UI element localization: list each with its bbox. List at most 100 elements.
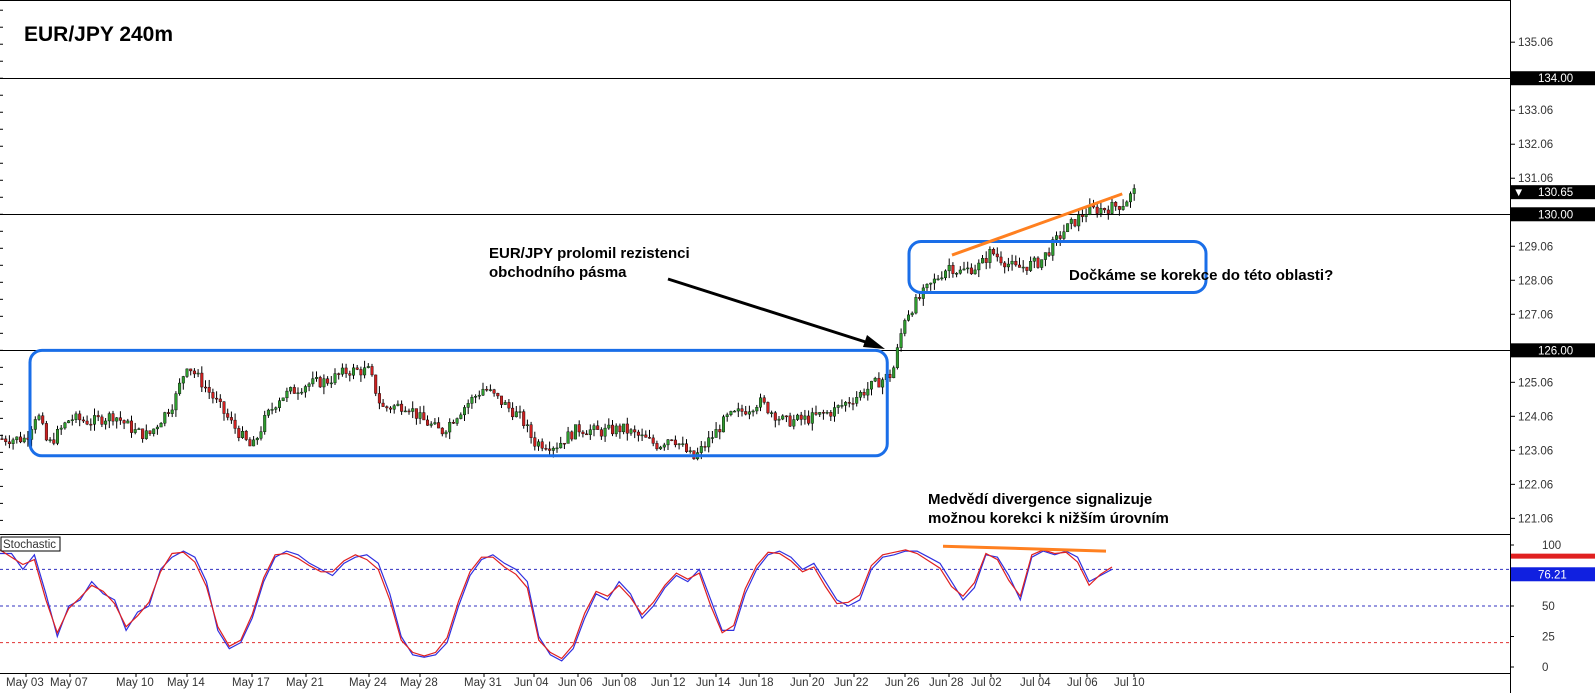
candle-body	[222, 401, 226, 414]
candle-body	[126, 420, 130, 424]
date-tick-label: Jun 14	[696, 677, 731, 689]
date-tick-label: Jul 02	[971, 677, 1002, 689]
candle-body	[1110, 202, 1114, 214]
candle-body	[318, 377, 322, 388]
candle-body	[1003, 262, 1007, 268]
price-tick-label: 132.06	[1518, 139, 1553, 151]
candle-body	[548, 448, 552, 451]
candle-body	[240, 430, 244, 438]
candle-body	[163, 412, 167, 424]
candle-body	[92, 415, 96, 425]
candle-body	[936, 278, 940, 281]
candle-body	[244, 430, 248, 440]
candle-body	[41, 415, 45, 424]
candle-body	[352, 367, 356, 376]
candle-body	[1106, 209, 1110, 214]
candle-body	[1125, 201, 1129, 207]
candle-body	[485, 388, 489, 391]
date-tick-label: May 03	[6, 677, 44, 689]
date-tick-label: Jun 06	[558, 677, 593, 689]
price-tag-label: 126.00	[1538, 345, 1573, 357]
candle-body	[814, 412, 818, 415]
candle-body	[833, 407, 837, 417]
candle-body	[170, 409, 174, 414]
candle-body	[725, 414, 729, 417]
candle-body	[625, 423, 629, 434]
candle-body	[1040, 259, 1044, 268]
candle-body	[633, 429, 637, 433]
price-tag	[1511, 343, 1595, 358]
candle-body	[599, 429, 603, 437]
candle-body	[377, 393, 381, 404]
candle-body	[185, 368, 189, 377]
stoch-tick-label: 0	[1542, 662, 1548, 674]
candle-body	[141, 428, 145, 439]
candle-body	[581, 431, 585, 435]
candle-body	[218, 398, 222, 402]
candle-body	[48, 439, 52, 441]
candle-body	[237, 428, 241, 438]
candle-body	[518, 411, 522, 413]
price-tick-label: 122.06	[1518, 479, 1553, 491]
candle-body	[522, 411, 526, 426]
candle-body	[807, 415, 811, 424]
candle-body	[1077, 214, 1081, 227]
candle-body	[1006, 263, 1010, 268]
candle-body	[107, 413, 111, 422]
candle-body	[477, 394, 481, 397]
price-tick-label: 129.06	[1518, 241, 1553, 253]
date-tick-label: May 28	[400, 677, 438, 689]
price-tick-label: 123.06	[1518, 445, 1553, 457]
candle-body	[751, 410, 755, 413]
price-tick-label: 128.06	[1518, 275, 1553, 287]
candle-body	[366, 366, 370, 368]
candle-body	[925, 283, 929, 289]
price-tag-label: 130.00	[1538, 209, 1573, 221]
candle-body	[52, 439, 56, 444]
candle-body	[78, 413, 82, 421]
candle-body	[677, 443, 681, 446]
candle-body	[870, 380, 874, 390]
candle-body	[562, 442, 566, 445]
candle-body	[133, 429, 137, 433]
candle-body	[292, 387, 296, 394]
candle-body	[618, 425, 622, 433]
candle-body	[707, 437, 711, 448]
candle-body	[507, 402, 511, 409]
date-tick-label: May 14	[167, 677, 205, 689]
candle-body	[1047, 252, 1051, 256]
candle-body	[178, 382, 182, 394]
candle-body	[544, 448, 548, 450]
candle-body	[596, 425, 600, 430]
candle-body	[962, 268, 966, 271]
candle-body	[326, 378, 330, 384]
candle-body	[673, 439, 677, 446]
date-tick-label: May 17	[232, 677, 270, 689]
candle-body	[429, 423, 433, 426]
candle-body	[895, 347, 899, 368]
candle-body	[1073, 219, 1077, 227]
candle-body	[322, 378, 326, 388]
candle-body	[940, 277, 944, 280]
candle-body	[1121, 206, 1125, 210]
candle-body	[215, 397, 219, 400]
candle-body	[796, 414, 800, 420]
date-tick-label: Jun 20	[790, 677, 825, 689]
candle-body	[444, 431, 448, 435]
candle-body	[770, 412, 774, 414]
chart-title: EUR/JPY 240m	[24, 23, 173, 46]
candle-body	[337, 373, 341, 375]
candle-body	[470, 397, 474, 404]
candle-body	[270, 409, 274, 411]
candle-body	[274, 407, 278, 410]
candle-body	[1066, 223, 1070, 233]
candle-body	[255, 438, 259, 441]
candle-body	[777, 418, 781, 421]
candle-body	[426, 419, 430, 426]
candle-body	[340, 367, 344, 375]
price-tick-label: 133.06	[1518, 105, 1553, 117]
candle-body	[355, 367, 359, 370]
candle-body	[651, 437, 655, 444]
stoch-series-line	[0, 549, 1113, 660]
